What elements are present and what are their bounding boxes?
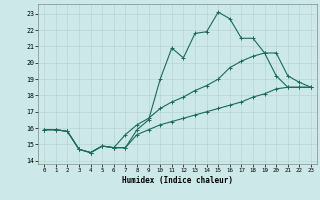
X-axis label: Humidex (Indice chaleur): Humidex (Indice chaleur) <box>122 176 233 185</box>
